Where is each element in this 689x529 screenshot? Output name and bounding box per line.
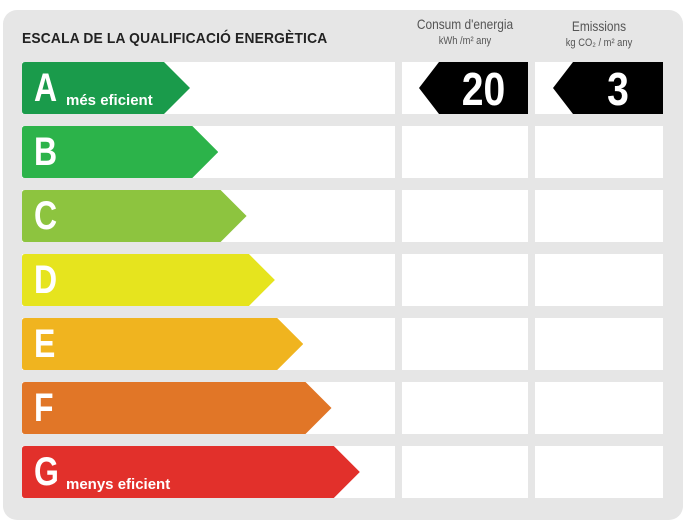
consumption-cell [402, 446, 528, 498]
consumption-unit: kWh /m² any [438, 35, 492, 47]
arrow-shape [22, 62, 190, 114]
emissions-marker: 3 [553, 62, 663, 115]
consumption-cell [402, 382, 528, 434]
arrow-shape [22, 126, 219, 178]
rating-arrow-a: A més eficient [22, 62, 190, 114]
emissions-cell [535, 254, 663, 306]
rating-arrow-d: D [22, 254, 275, 306]
rating-arrow-f: F [22, 382, 332, 434]
emissions-cell [535, 446, 663, 498]
consumption-label: Consum d'energia [416, 16, 514, 32]
arrow-shape [22, 382, 332, 434]
rating-letter: A [34, 66, 58, 110]
arrow-shape [22, 318, 304, 370]
consumption-marker: 20 [419, 62, 528, 115]
rating-letter: B [34, 130, 58, 174]
rating-arrow-g: G menys eficient [22, 446, 360, 498]
rating-description: més eficient [66, 92, 153, 109]
rating-arrow-b: B [22, 126, 219, 178]
arrow-shape [22, 446, 360, 498]
emissions-label: Emissions [571, 18, 627, 34]
rating-arrow-e: E [22, 318, 304, 370]
emissions-cell [535, 190, 663, 242]
arrow-shape [22, 190, 247, 242]
label-title: ESCALA DE LA QUALIFICACIÓ ENERGÈTICA [22, 30, 328, 47]
rating-letter: F [34, 386, 54, 430]
rating-letter: E [34, 322, 56, 366]
consumption-header: Consum d'energia kWh /m² any [411, 16, 518, 47]
consumption-cell [402, 318, 528, 370]
emissions-unit: kg CO₂ / m² any [565, 37, 633, 49]
rating-arrow-c: C [22, 190, 247, 242]
emissions-cell [535, 318, 663, 370]
emissions-cell [535, 382, 663, 434]
consumption-marker-value: 20 [461, 63, 506, 115]
consumption-cell [402, 254, 528, 306]
rating-letter: D [34, 258, 58, 302]
consumption-cell [402, 126, 528, 178]
arrow-shape [22, 254, 275, 306]
rating-letter: G [34, 450, 59, 494]
emissions-header: Emissions kg CO₂ / m² any [545, 18, 654, 49]
rating-description: menys eficient [66, 476, 171, 493]
emissions-marker-value: 3 [607, 63, 629, 115]
rating-letter: C [34, 194, 58, 238]
emissions-cell [535, 126, 663, 178]
marker-shape [419, 62, 528, 114]
consumption-cell [402, 190, 528, 242]
marker-shape [553, 62, 663, 114]
